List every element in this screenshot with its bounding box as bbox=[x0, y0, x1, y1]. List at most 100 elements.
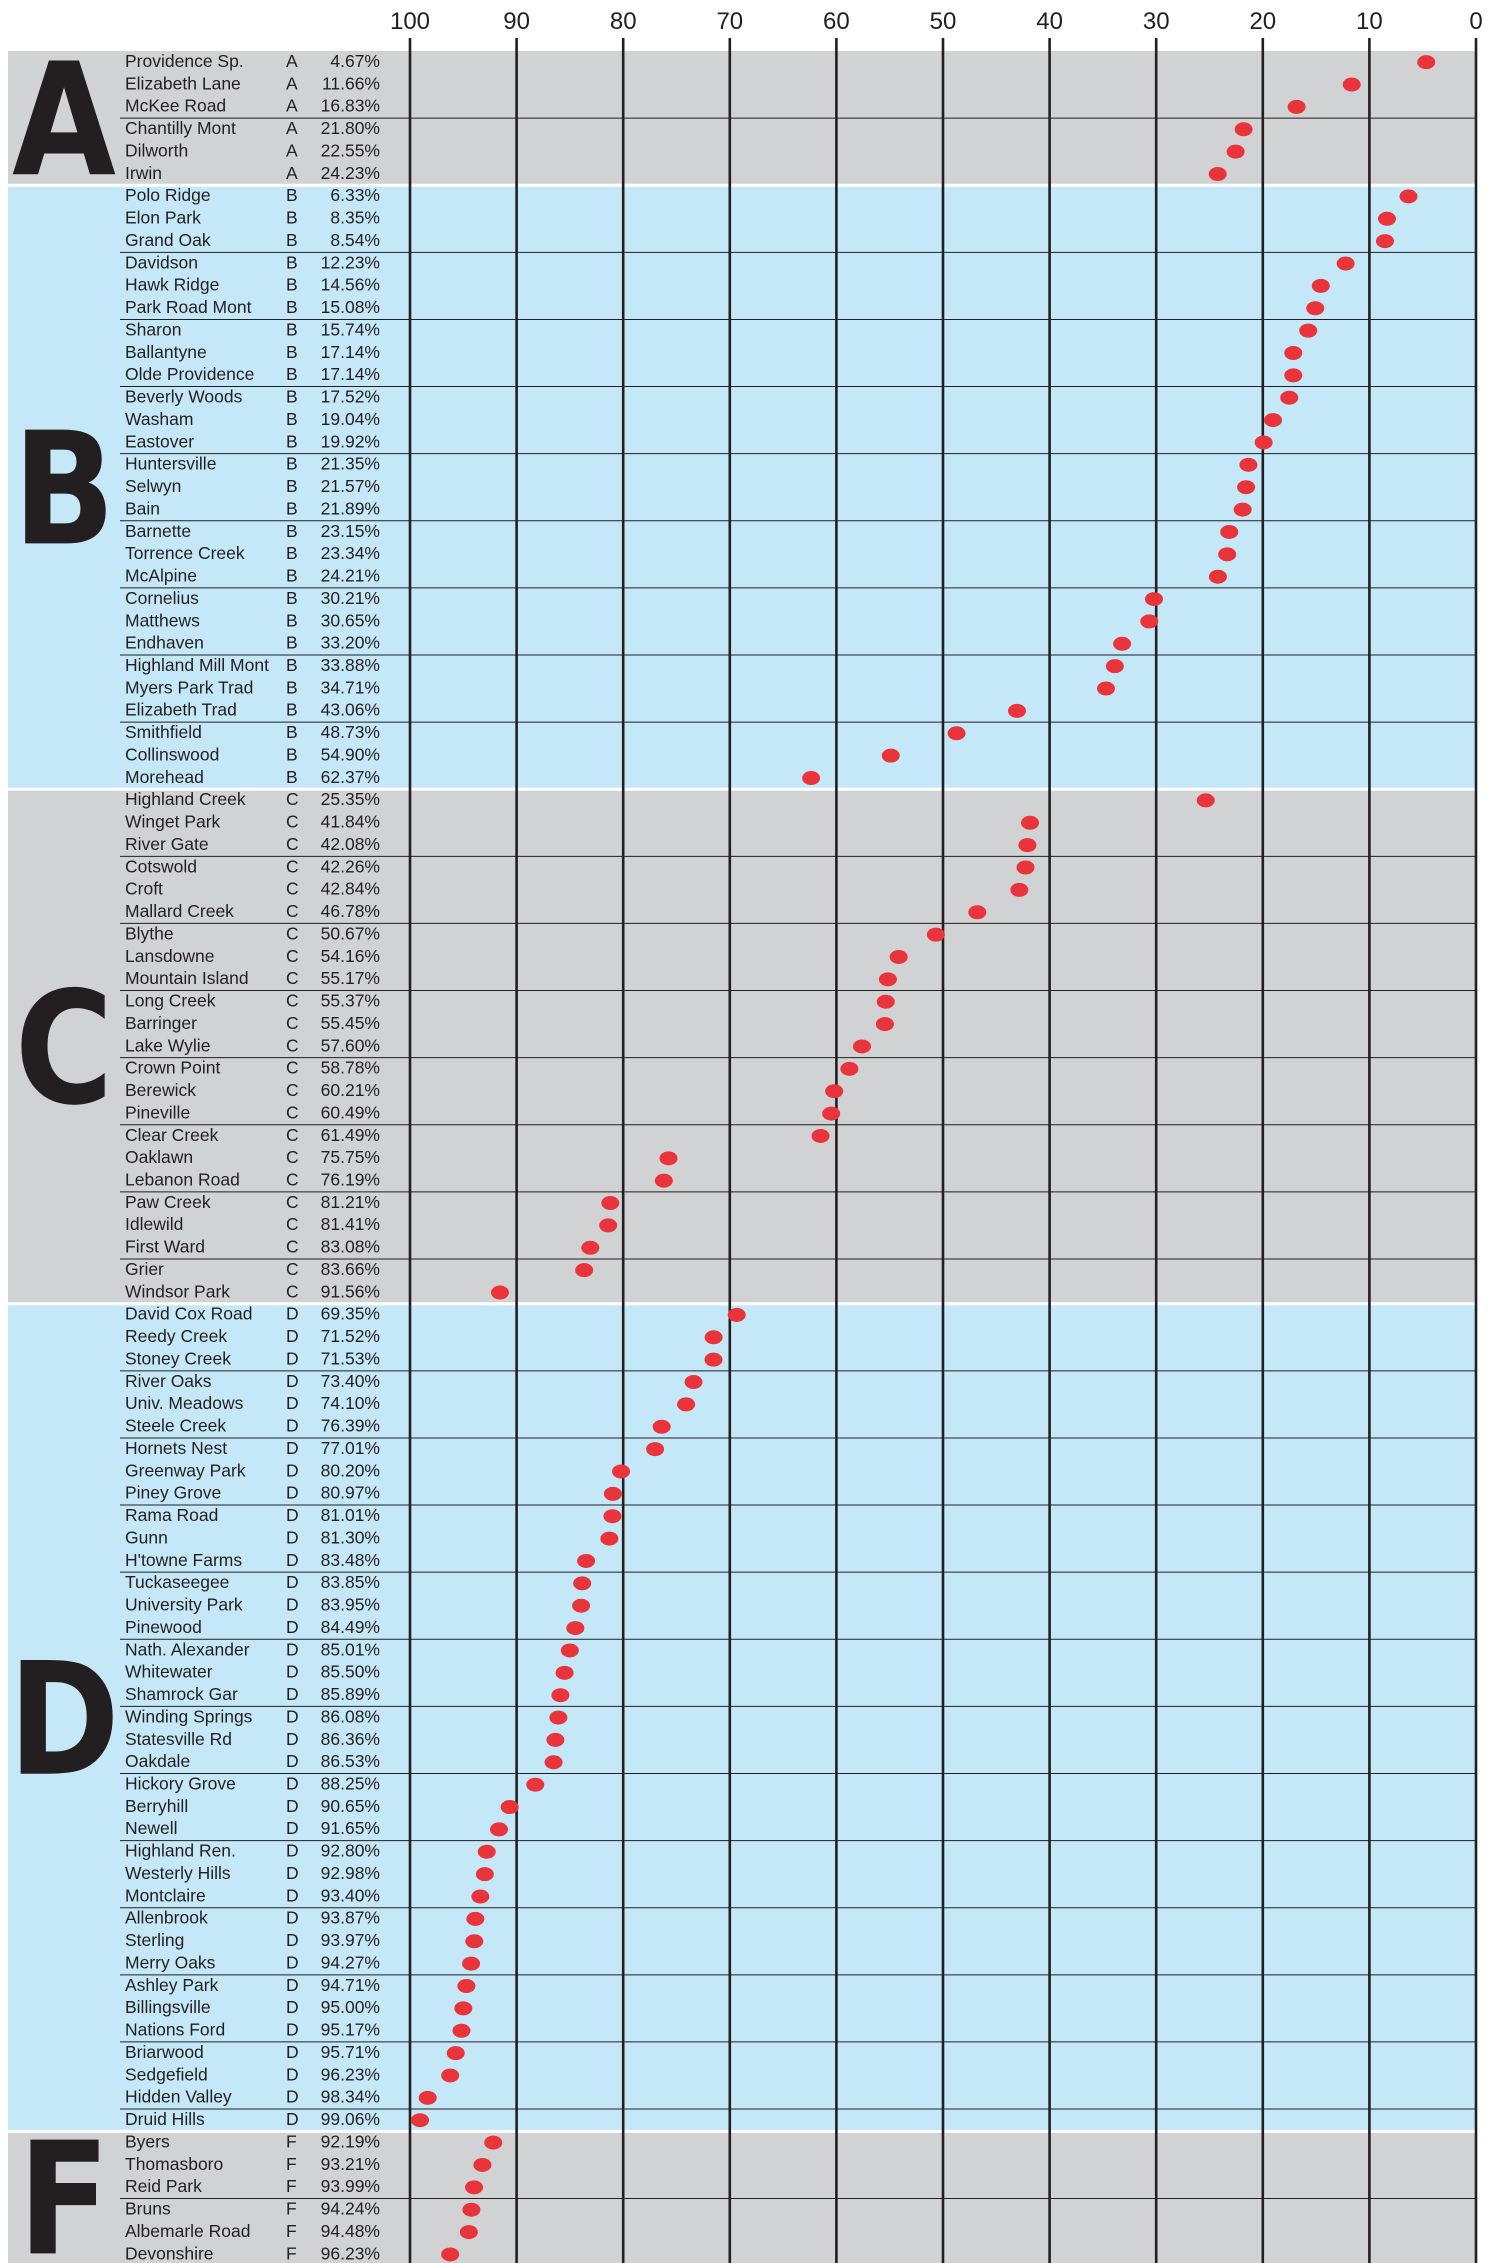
school-grade: B bbox=[286, 364, 298, 384]
data-point bbox=[852, 1039, 871, 1054]
data-point bbox=[947, 726, 966, 741]
school-name: Grier bbox=[125, 1259, 164, 1279]
data-point bbox=[454, 2001, 473, 2016]
school-grade: B bbox=[286, 655, 298, 675]
data-point bbox=[603, 1509, 622, 1524]
data-point bbox=[581, 1240, 600, 1255]
school-grade: A bbox=[286, 118, 298, 138]
data-point bbox=[1342, 77, 1361, 92]
school-percent: 48.73% bbox=[321, 722, 380, 742]
school-percent: 57.60% bbox=[321, 1035, 380, 1055]
school-percent: 99.06% bbox=[321, 2109, 380, 2129]
x-tick-label: 50 bbox=[930, 8, 957, 35]
school-grade: C bbox=[286, 1259, 299, 1279]
table-row: Ashley Park D 94.71% bbox=[125, 1975, 380, 1995]
school-percent: 94.48% bbox=[321, 2221, 380, 2241]
table-row: Briarwood D 95.71% bbox=[125, 2042, 380, 2062]
school-percent: 83.85% bbox=[321, 1572, 380, 1592]
school-name: Westerly Hills bbox=[125, 1863, 231, 1883]
school-percent: 94.71% bbox=[321, 1975, 380, 1995]
school-name: Park Road Mont bbox=[125, 297, 252, 317]
school-grade: D bbox=[286, 1975, 299, 1995]
school-grade: C bbox=[286, 1013, 299, 1033]
table-row: Sharon B 15.74% bbox=[125, 319, 380, 339]
data-point bbox=[1237, 480, 1256, 495]
school-percent: 85.89% bbox=[321, 1684, 380, 1704]
school-percent: 85.01% bbox=[321, 1639, 380, 1659]
school-percent: 62.37% bbox=[321, 767, 380, 787]
table-row: Allenbrook D 93.87% bbox=[125, 1908, 380, 1928]
table-row: Hickory Grove D 88.25% bbox=[125, 1773, 380, 1793]
school-grade: D bbox=[286, 1997, 299, 2017]
data-point bbox=[876, 994, 895, 1009]
school-percent: 95.00% bbox=[321, 1997, 380, 2017]
school-grade: C bbox=[286, 991, 299, 1011]
table-row: Grier C 83.66% bbox=[125, 1259, 380, 1279]
school-grade: D bbox=[286, 1617, 299, 1637]
school-percent: 83.95% bbox=[321, 1595, 380, 1615]
school-name: Highland Ren. bbox=[125, 1841, 236, 1861]
school-grade: D bbox=[286, 1304, 299, 1324]
school-percent: 34.71% bbox=[321, 677, 380, 697]
school-grade: D bbox=[286, 2087, 299, 2107]
school-grade: F bbox=[286, 2199, 297, 2219]
table-row: Winget Park C 41.84% bbox=[125, 812, 380, 832]
school-grade: B bbox=[286, 230, 298, 250]
data-point bbox=[1280, 390, 1299, 405]
school-grade: D bbox=[286, 2064, 299, 2084]
school-percent: 25.35% bbox=[321, 789, 380, 809]
school-name: Lake Wylie bbox=[125, 1035, 210, 1055]
data-point bbox=[466, 1911, 485, 1926]
table-row: River Gate C 42.08% bbox=[125, 834, 380, 854]
school-grade: C bbox=[286, 1058, 299, 1078]
table-row: Pinewood D 84.49% bbox=[125, 1617, 380, 1637]
data-point bbox=[500, 1800, 519, 1815]
school-percent: 98.34% bbox=[321, 2087, 380, 2107]
school-name: Mountain Island bbox=[125, 968, 249, 988]
school-percent: 15.08% bbox=[321, 297, 380, 317]
school-percent: 19.04% bbox=[321, 409, 380, 429]
data-point bbox=[459, 2225, 478, 2240]
school-grade: D bbox=[286, 1818, 299, 1838]
school-grade: F bbox=[286, 2131, 297, 2151]
school-grade: C bbox=[286, 1035, 299, 1055]
school-grade: B bbox=[286, 677, 298, 697]
school-name: Cotswold bbox=[125, 856, 197, 876]
table-row: Myers Park Trad B 34.71% bbox=[125, 677, 380, 697]
school-percent: 33.20% bbox=[321, 633, 380, 653]
table-row: Mallard Creek C 46.78% bbox=[125, 901, 380, 921]
table-row: Long Creek C 55.37% bbox=[125, 991, 380, 1011]
table-row: Berewick C 60.21% bbox=[125, 1080, 380, 1100]
grade-letter-f: F bbox=[18, 2110, 110, 2263]
school-name: Clear Creek bbox=[125, 1125, 219, 1145]
school-name: Myers Park Trad bbox=[125, 677, 253, 697]
school-percent: 24.23% bbox=[321, 163, 380, 183]
table-row: Reedy Creek D 71.52% bbox=[125, 1326, 380, 1346]
school-name: Hornets Nest bbox=[125, 1438, 227, 1458]
school-grade: D bbox=[286, 1684, 299, 1704]
table-row: Torrence Creek B 23.34% bbox=[125, 543, 380, 563]
school-percent: 86.36% bbox=[321, 1729, 380, 1749]
data-point bbox=[462, 1956, 481, 1971]
school-grade: B bbox=[286, 566, 298, 586]
school-percent: 46.78% bbox=[321, 901, 380, 921]
grade-band-c bbox=[8, 789, 1476, 1304]
school-percent: 21.57% bbox=[321, 476, 380, 496]
school-grade: A bbox=[286, 73, 298, 93]
school-grade: F bbox=[286, 2176, 297, 2196]
school-percent: 74.10% bbox=[321, 1393, 380, 1413]
data-point bbox=[1299, 323, 1318, 338]
school-grade: C bbox=[286, 901, 299, 921]
table-row: Albemarle Road F 94.48% bbox=[125, 2221, 380, 2241]
school-grade: C bbox=[286, 812, 299, 832]
table-row: Statesville Rd D 86.36% bbox=[125, 1729, 380, 1749]
school-name: Polo Ridge bbox=[125, 185, 211, 205]
table-row: Irwin A 24.23% bbox=[125, 163, 380, 183]
school-percent: 90.65% bbox=[321, 1796, 380, 1816]
school-name: Berewick bbox=[125, 1080, 196, 1100]
school-percent: 54.16% bbox=[321, 946, 380, 966]
school-name: Chantilly Mont bbox=[125, 118, 236, 138]
school-grade: A bbox=[286, 163, 298, 183]
data-point bbox=[1254, 435, 1273, 450]
school-name: Lebanon Road bbox=[125, 1170, 240, 1190]
